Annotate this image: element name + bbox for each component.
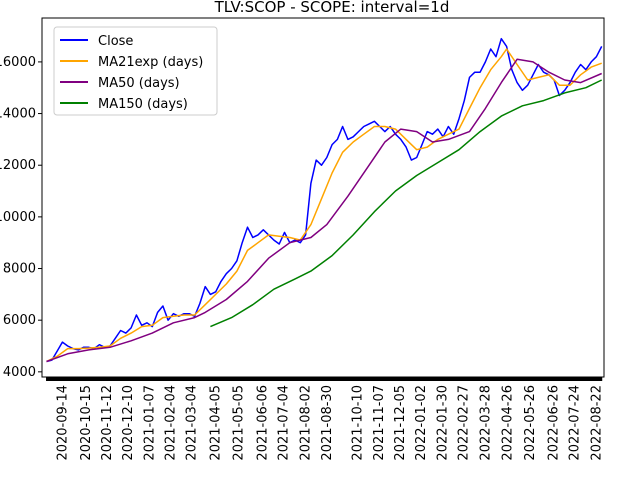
x-tick-label-13: 2021-10-10 — [351, 385, 366, 461]
x-tick-label-22: 2022-06-26 — [546, 385, 561, 461]
y-tick-label-2: 8000 — [3, 262, 36, 277]
legend-label-3: MA150 (days) — [98, 97, 188, 112]
x-tick-label-10: 2021-07-04 — [277, 385, 292, 461]
x-tick-label-9: 2021-06-06 — [256, 385, 271, 461]
x-tick-label-8: 2021-05-05 — [231, 385, 246, 461]
x-tick-label-21: 2022-05-26 — [523, 385, 538, 461]
x-tick-label-6: 2021-03-04 — [185, 385, 200, 461]
x-tick-label-18: 2022-02-27 — [457, 385, 472, 461]
y-axis: 4000 6000 8000 10000 12000 14000 16000 — [0, 55, 42, 380]
y-tick-label-6: 16000 — [0, 55, 36, 70]
y-tick-label-1: 6000 — [3, 313, 36, 328]
y-tick-label-3: 10000 — [0, 210, 36, 225]
x-tick-label-12: 2021-08-30 — [320, 385, 335, 461]
series-line-0 — [46, 37, 603, 363]
y-tick-label-4: 12000 — [0, 158, 36, 173]
x-minor-ticks — [46, 377, 603, 381]
legend-label-2: MA50 (days) — [98, 76, 180, 91]
chart-title: TLV:SCOP - SCOPE: interval=1d — [214, 0, 450, 16]
series-line-1 — [46, 48, 602, 363]
x-tick-label-14: 2021-11-07 — [372, 385, 387, 461]
series-layer — [46, 37, 603, 363]
x-tick-label-15: 2021-12-05 — [393, 385, 408, 461]
x-tick-label-1: 2020-10-15 — [79, 385, 94, 461]
series-line-3 — [210, 79, 603, 328]
x-tick-label-19: 2022-03-28 — [478, 385, 493, 461]
x-tick-label-5: 2021-02-04 — [163, 385, 178, 461]
series-line-2 — [46, 58, 602, 363]
x-tick-label-16: 2022-01-02 — [414, 385, 429, 461]
y-tick-label-0: 4000 — [3, 365, 36, 380]
x-tick-label-2: 2020-11-12 — [100, 385, 115, 461]
x-axis: 2020-09-14 2020-10-15 2020-11-12 2020-12-10… — [46, 377, 604, 461]
x-tick-label-24: 2022-08-22 — [589, 385, 604, 461]
y-tick-label-5: 14000 — [0, 107, 36, 122]
legend-box — [53, 26, 218, 116]
x-tick-label-17: 2022-01-30 — [435, 385, 450, 461]
x-tick-label-23: 2022-07-24 — [568, 385, 583, 461]
x-tick-label-20: 2022-04-26 — [500, 385, 515, 461]
x-tick-label-3: 2020-12-10 — [121, 385, 136, 461]
x-tick-label-0: 2020-09-14 — [55, 385, 70, 461]
legend-label-1: MA21exp (days) — [98, 55, 203, 70]
legend-label-0: Close — [98, 34, 133, 49]
legend: Close MA21exp (days) MA50 (days) MA150 (day… — [53, 26, 218, 116]
x-tick-label-11: 2021-08-02 — [299, 385, 314, 461]
x-tick-label-4: 2021-01-07 — [142, 385, 157, 461]
x-tick-label-7: 2021-04-05 — [209, 385, 224, 461]
